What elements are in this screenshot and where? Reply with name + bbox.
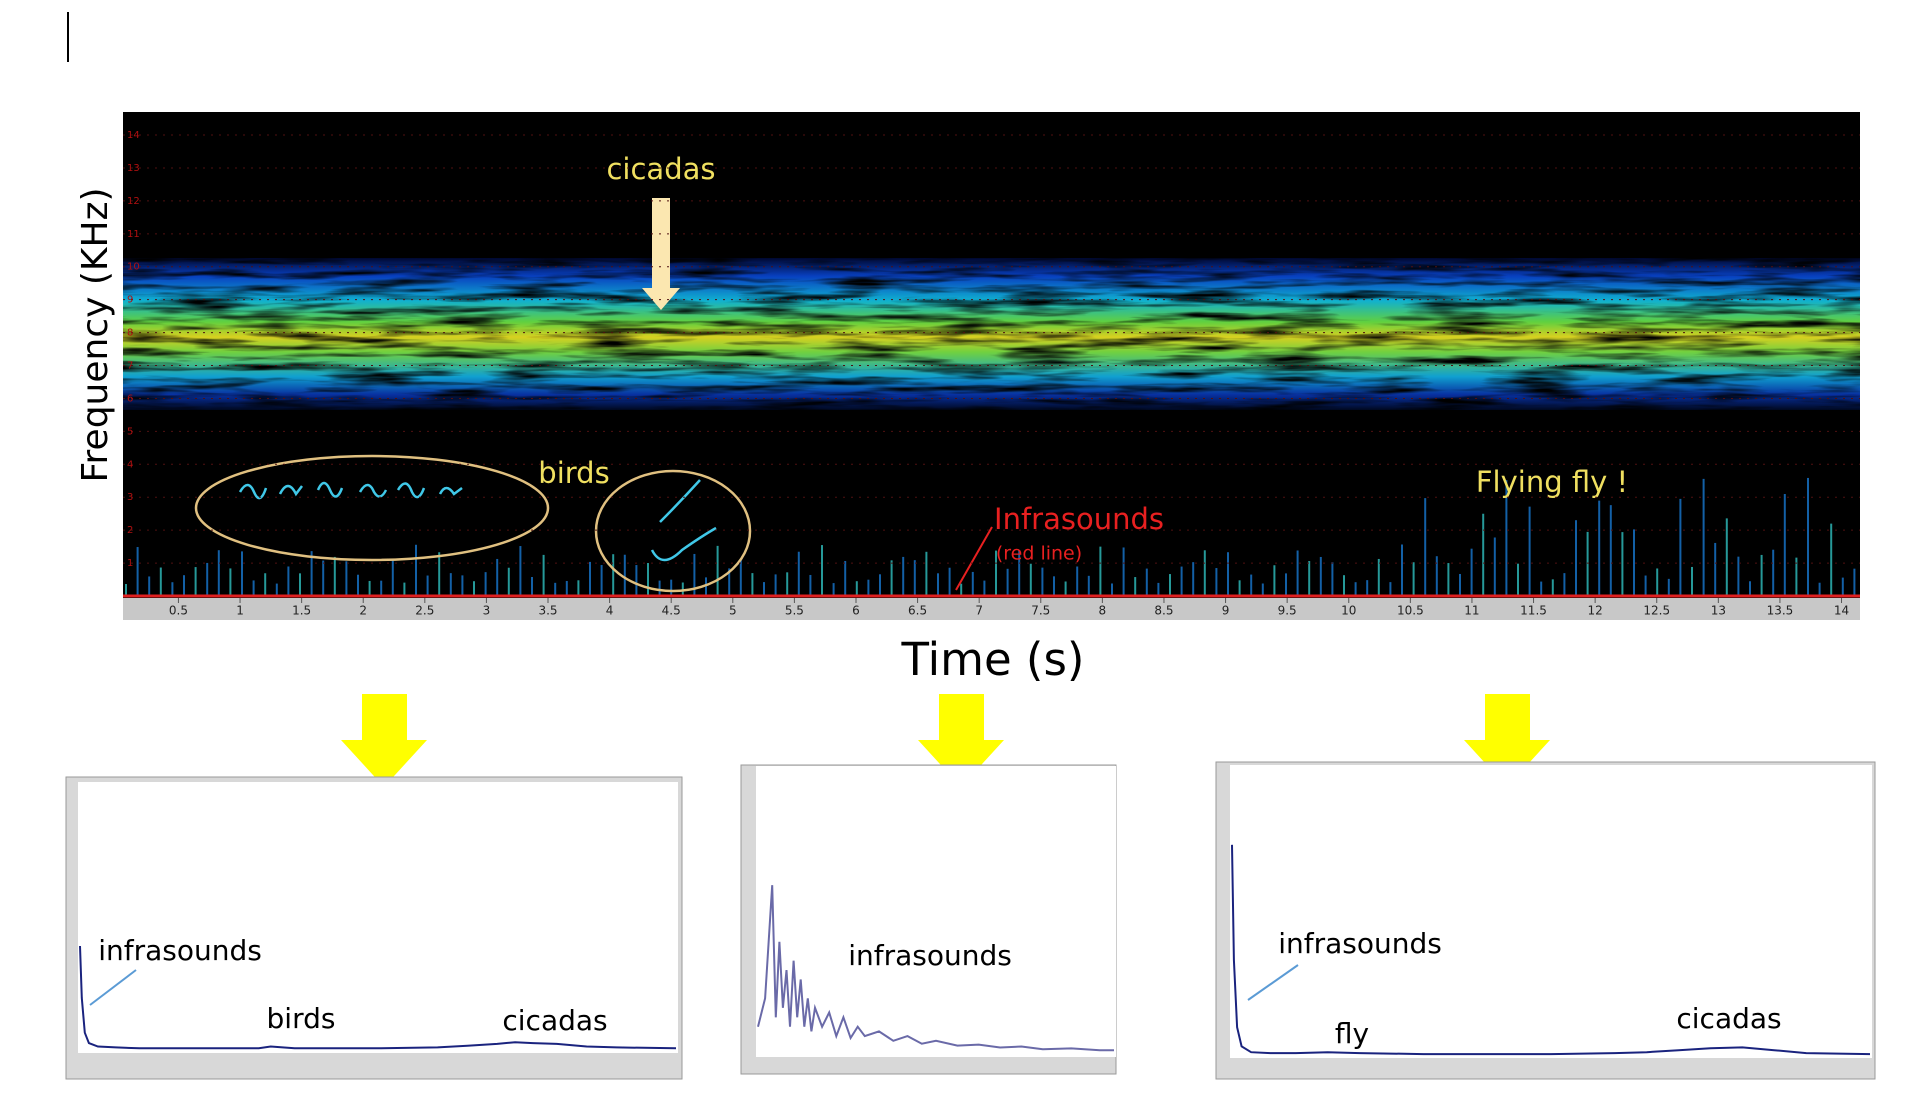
x-tick-label: 12.5 [1643,604,1670,618]
x-tick-label: 4.5 [662,604,681,618]
x-tick-label: 13 [1711,604,1726,618]
annotation: cicadas [1676,1002,1781,1035]
x-tick-label: 12 [1587,604,1602,618]
y-tick-label: 14 [127,130,140,141]
highlight [194,454,550,562]
y-tick-label: 11 [127,229,140,240]
x-tick-label: 9.5 [1278,604,1297,618]
y-tick-label: 3 [127,492,133,503]
y-tick-label: 13 [127,163,140,174]
x-axis-label: Time (s) [901,633,1085,686]
annotation: infrasounds [1278,927,1442,960]
panel-plot [1230,765,1872,1058]
spikes [125,477,1856,596]
bird-calls [238,479,717,562]
y-tick-label: 9 [127,295,133,306]
y-tick-label: 7 [127,361,133,372]
annotation: (red line) [996,543,1082,565]
x-tick-label: 3.5 [538,604,557,618]
x-tick-label: 2 [359,604,367,618]
x-tick-label: 2.5 [415,604,434,618]
x-tick-label: 11.5 [1520,604,1547,618]
pointer [955,526,993,591]
x-tick-label: 1.5 [292,604,311,618]
y-tick-label: 4 [127,459,133,470]
arrow [642,198,680,310]
annotation: birds [267,1002,336,1035]
annotation: infrasounds [848,939,1012,972]
spectrum-line [79,945,677,1050]
x-tick-label: 11 [1464,604,1479,618]
x-tick-label: 6.5 [908,604,927,618]
y-tick-label: 6 [127,393,133,404]
spectrum-line [1231,844,1871,1056]
pointer [89,969,137,1006]
y-tick-label: 2 [127,525,133,536]
annotation: cicadas [502,1004,607,1037]
x-tick-label: 4 [606,604,614,618]
band-texture [123,258,1860,410]
x-tick-label: 9 [1222,604,1230,618]
pointer [1247,964,1299,1001]
spectrum-line [757,885,1114,1052]
x-tick-label: 0.5 [169,604,188,618]
annotation: Flying fly ! [1476,465,1628,499]
x-tick-label: 6 [852,604,860,618]
annotation: birds [538,456,609,490]
x-tick-label: 1 [236,604,244,618]
x-tick-label: 8 [1099,604,1107,618]
yellow-arrows [341,694,1550,787]
spectrogram [123,112,1860,620]
x-tick-label: 7 [975,604,983,618]
highlight [594,469,752,593]
x-tick-label: 5 [729,604,737,618]
y-tick-label: 5 [127,426,133,437]
annotation: cicadas [606,152,715,186]
panel-plot [78,782,678,1053]
y-tick-label: 1 [127,558,133,569]
x-tick-label: 7.5 [1031,604,1050,618]
y-tick-label: 8 [127,328,133,339]
x-tick-label: 3 [483,604,491,618]
annotation: infrasounds [98,934,262,967]
y-tick-label: 12 [127,196,140,207]
x-tick-label: 5.5 [785,604,804,618]
y-tick-label: 10 [127,262,140,273]
x-tick-label: 10 [1341,604,1356,618]
x-axis-strip [123,598,1860,620]
annotation: Infrasounds [994,502,1164,536]
y-axis-label: Frequency (KHz) [75,187,116,482]
x-tick-label: 13.5 [1767,604,1794,618]
x-tick-label: 8.5 [1154,604,1173,618]
x-tick-label: 10.5 [1397,604,1424,618]
annotation: fly [1335,1017,1369,1050]
x-tick-label: 14 [1834,604,1849,618]
